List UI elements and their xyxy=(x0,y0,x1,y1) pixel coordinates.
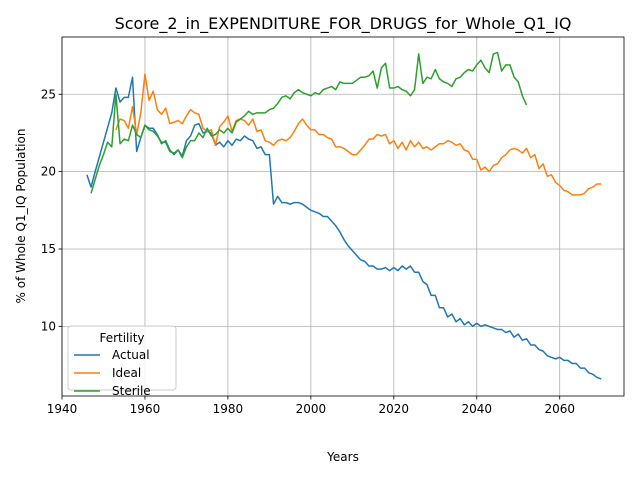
y-tick-label: 20 xyxy=(41,165,56,179)
series-line-ideal xyxy=(115,73,602,196)
x-tick-label: 2040 xyxy=(461,402,492,416)
legend-title: Fertility xyxy=(99,331,144,345)
chart-title: Score_2_in_EXPENDITURE_FOR_DRUGS_for_Who… xyxy=(115,14,572,34)
x-tick-label: 1940 xyxy=(47,402,78,416)
axis-ticks: 1940 1960 1980 2000 2020 2040 2060 10 15 20 25 xyxy=(41,87,575,416)
legend-label-sterile: Sterile xyxy=(112,384,151,398)
x-tick-label: 2060 xyxy=(544,402,575,416)
y-axis-label: % of Whole Q1_IQ Population xyxy=(14,129,28,304)
plot-frame xyxy=(61,36,625,397)
y-tick-label: 10 xyxy=(41,319,56,333)
x-tick-label: 2000 xyxy=(296,402,327,416)
legend: Fertility Actual Ideal Sterile xyxy=(67,325,177,398)
series-lines xyxy=(86,51,602,380)
y-tick-label: 15 xyxy=(41,242,56,256)
legend-items: Actual Ideal Sterile xyxy=(74,348,151,398)
x-tick-label: 1960 xyxy=(130,402,161,416)
legend-box xyxy=(67,325,177,391)
legend-label-actual: Actual xyxy=(112,348,150,362)
y-tick-label: 25 xyxy=(41,87,56,101)
x-tick-label: 2020 xyxy=(379,402,410,416)
x-axis-label: Years xyxy=(326,450,359,464)
series-line-sterile xyxy=(90,51,528,194)
legend-label-ideal: Ideal xyxy=(112,366,141,380)
x-tick-label: 1980 xyxy=(213,402,244,416)
